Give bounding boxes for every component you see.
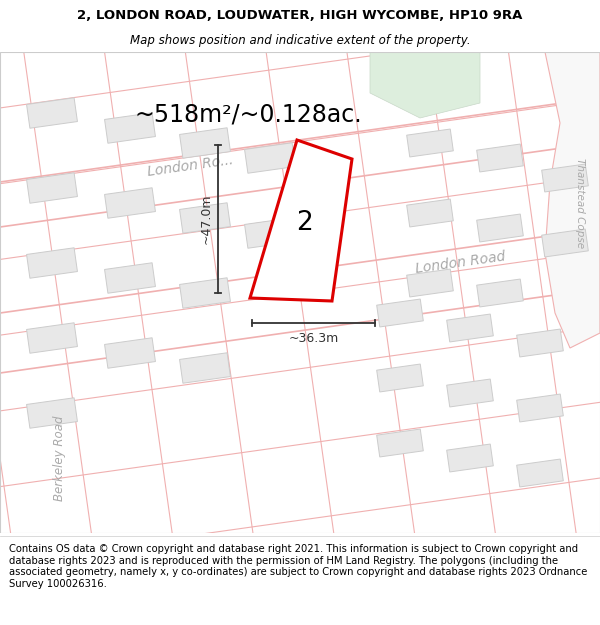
- Polygon shape: [245, 217, 295, 248]
- Polygon shape: [104, 338, 155, 368]
- Polygon shape: [26, 98, 77, 128]
- Polygon shape: [446, 314, 493, 342]
- Polygon shape: [245, 142, 295, 173]
- Polygon shape: [517, 459, 563, 487]
- Polygon shape: [476, 279, 523, 307]
- Polygon shape: [446, 444, 493, 472]
- Polygon shape: [542, 229, 589, 257]
- Polygon shape: [377, 299, 424, 327]
- Polygon shape: [476, 144, 523, 172]
- Polygon shape: [104, 112, 155, 143]
- Text: London Ro...: London Ro...: [146, 153, 234, 179]
- Polygon shape: [26, 322, 77, 353]
- Text: 2: 2: [296, 210, 313, 236]
- Polygon shape: [250, 140, 352, 301]
- Text: 2, LONDON ROAD, LOUDWATER, HIGH WYCOMBE, HP10 9RA: 2, LONDON ROAD, LOUDWATER, HIGH WYCOMBE,…: [77, 9, 523, 22]
- Polygon shape: [407, 129, 454, 157]
- Polygon shape: [476, 214, 523, 242]
- Text: ~47.0m: ~47.0m: [199, 194, 212, 244]
- Text: Berkeley Road: Berkeley Road: [53, 415, 67, 501]
- Polygon shape: [407, 199, 454, 227]
- Polygon shape: [26, 398, 77, 428]
- Polygon shape: [377, 429, 424, 457]
- Polygon shape: [26, 248, 77, 278]
- Polygon shape: [545, 52, 600, 348]
- Polygon shape: [179, 127, 230, 158]
- Polygon shape: [517, 394, 563, 422]
- Text: Thanstead Copse: Thanstead Copse: [575, 158, 585, 248]
- Polygon shape: [517, 329, 563, 357]
- Text: ~36.3m: ~36.3m: [289, 332, 338, 346]
- Text: Map shows position and indicative extent of the property.: Map shows position and indicative extent…: [130, 34, 470, 47]
- Text: Contains OS data © Crown copyright and database right 2021. This information is : Contains OS data © Crown copyright and d…: [9, 544, 587, 589]
- Polygon shape: [542, 164, 589, 192]
- Text: ~518m²/~0.128ac.: ~518m²/~0.128ac.: [134, 103, 362, 127]
- Polygon shape: [104, 188, 155, 218]
- Polygon shape: [179, 202, 230, 233]
- Text: London Road: London Road: [414, 250, 506, 276]
- Polygon shape: [179, 278, 230, 308]
- Polygon shape: [377, 364, 424, 392]
- Polygon shape: [26, 173, 77, 203]
- Polygon shape: [446, 379, 493, 407]
- Polygon shape: [179, 352, 230, 383]
- Polygon shape: [104, 262, 155, 293]
- Polygon shape: [407, 269, 454, 297]
- Polygon shape: [370, 52, 480, 118]
